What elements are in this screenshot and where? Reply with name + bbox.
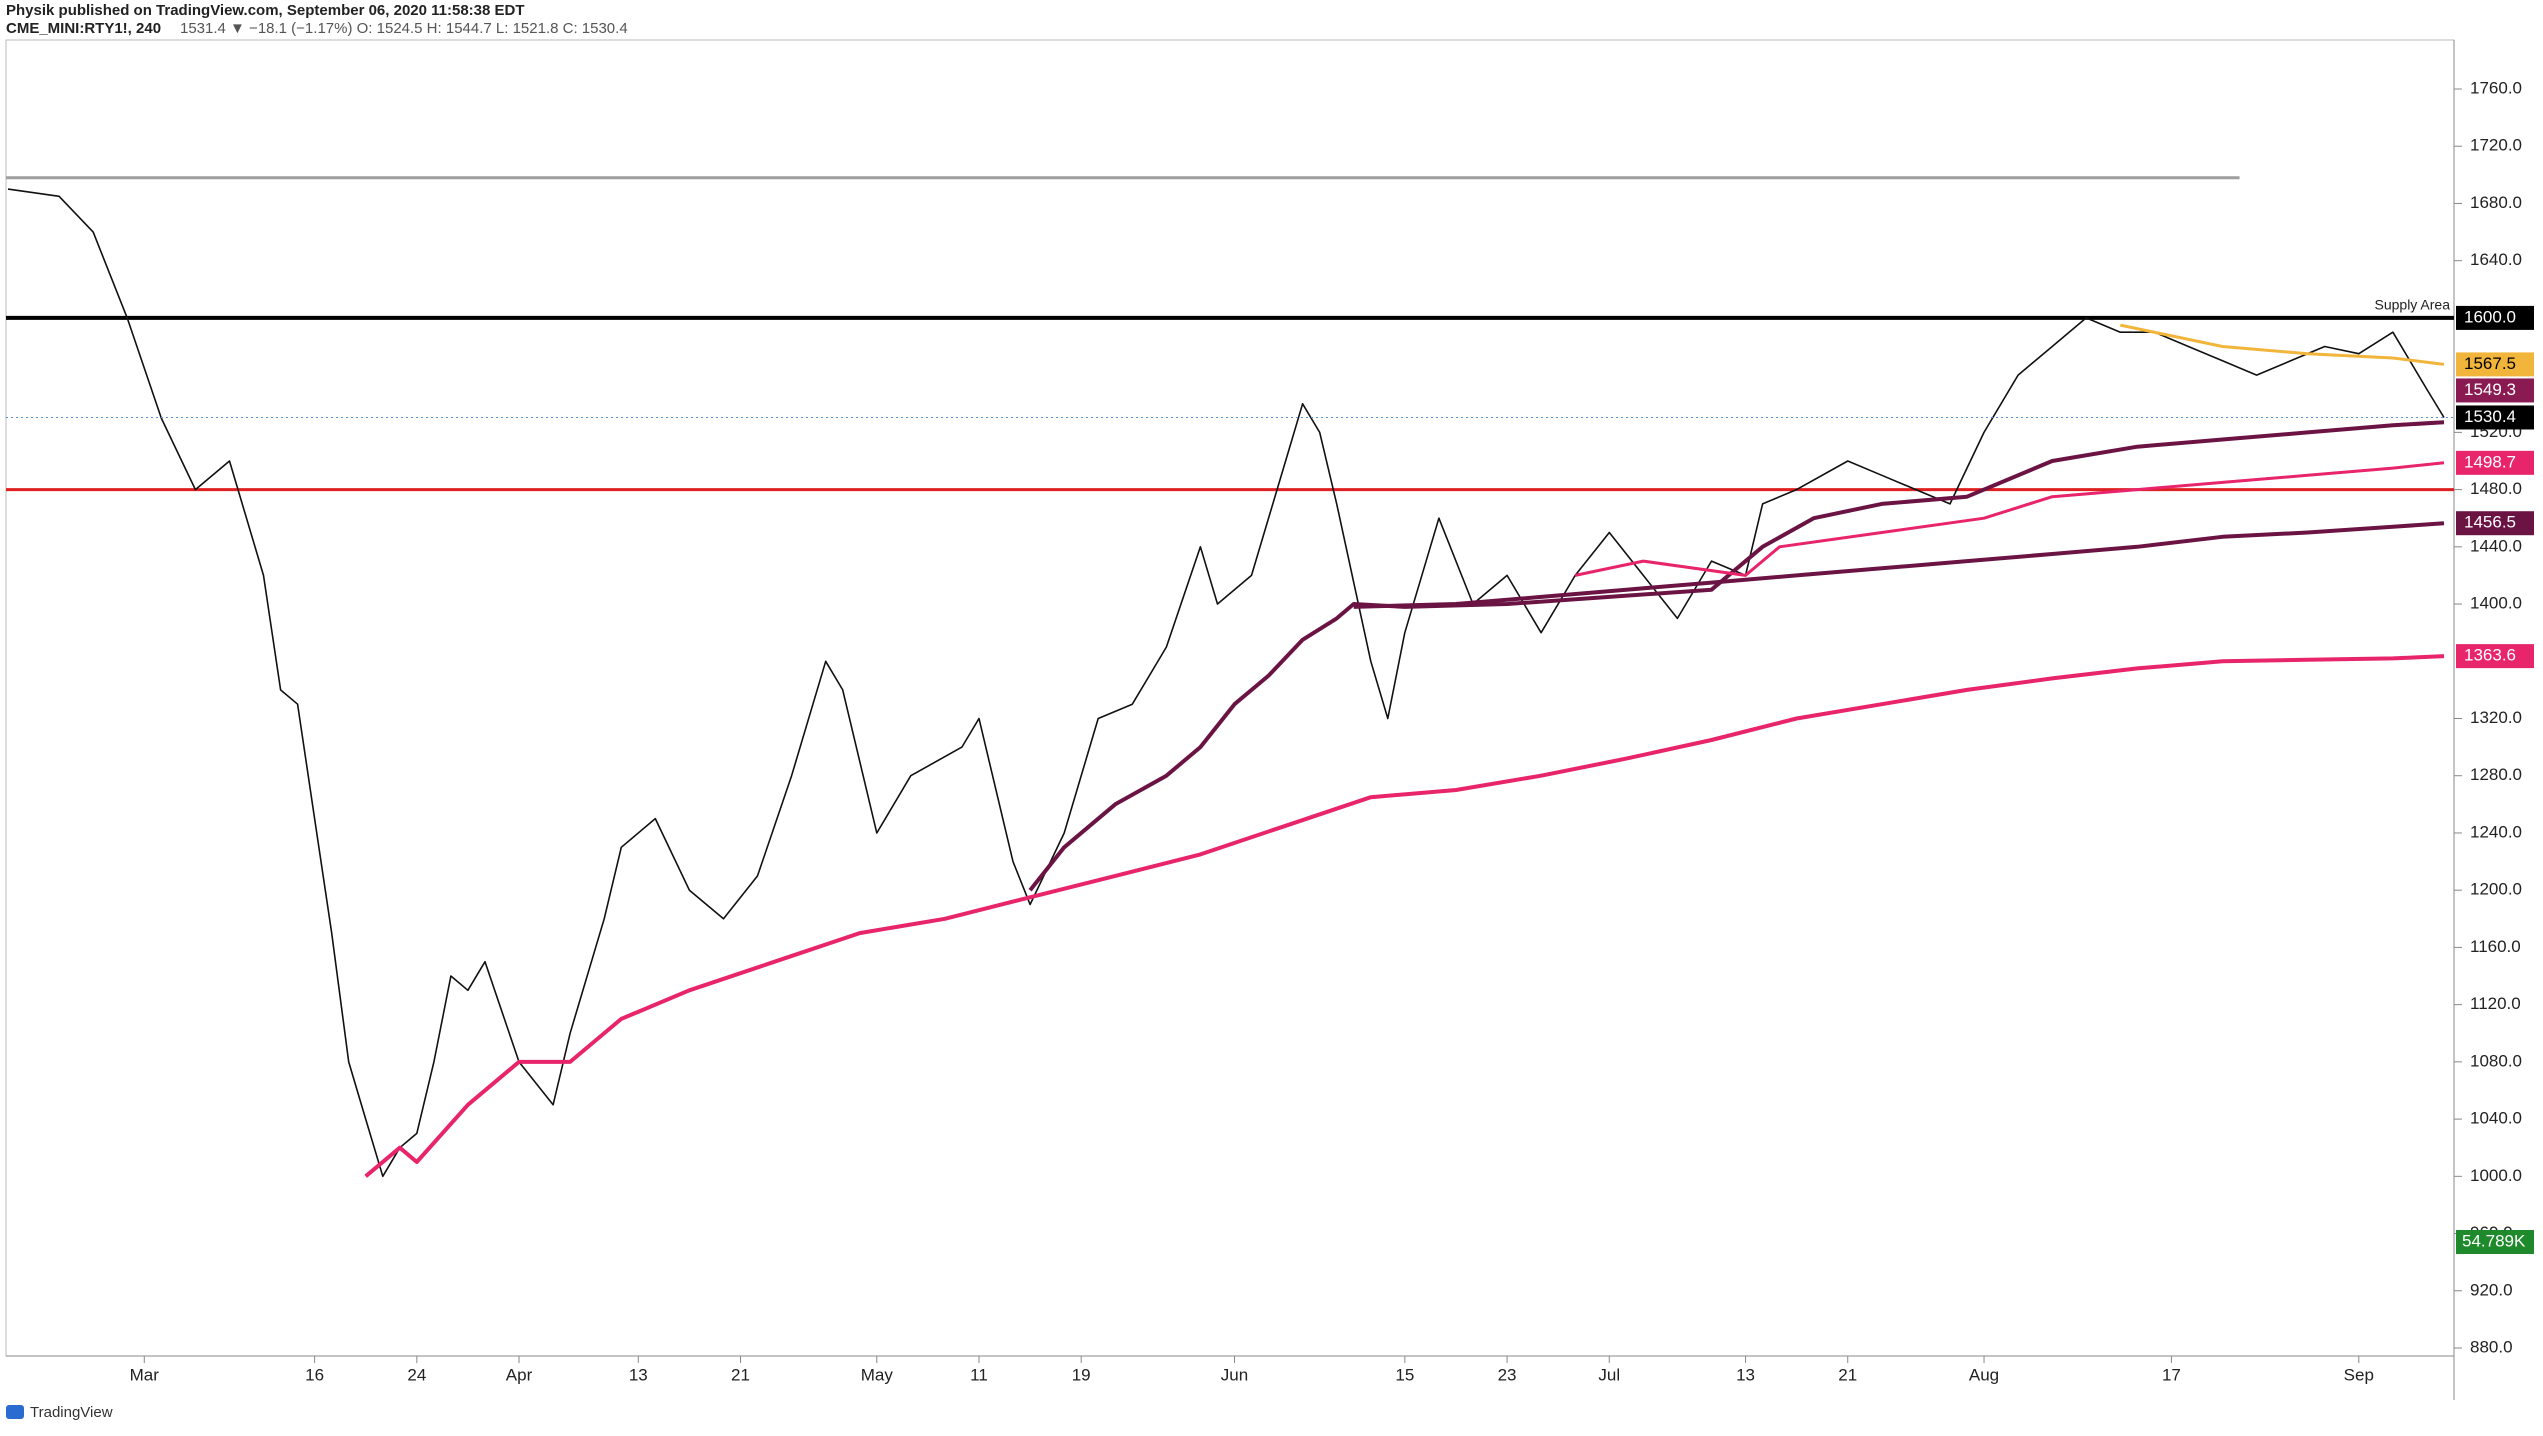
x-tick-label: 13 bbox=[629, 1365, 648, 1384]
price-label-box bbox=[2456, 644, 2534, 669]
publisher: Physik published on TradingView.com, Sep… bbox=[6, 2, 525, 19]
y-tick-label: 1760.0 bbox=[2470, 78, 2522, 97]
y-tick-label: 1320.0 bbox=[2470, 708, 2522, 727]
x-tick-label: Mar bbox=[130, 1365, 160, 1384]
x-tick-label: 21 bbox=[731, 1365, 750, 1384]
y-tick-label: 1000.0 bbox=[2470, 1166, 2522, 1185]
logo bbox=[6, 1405, 24, 1419]
x-tick-label: Apr bbox=[506, 1365, 533, 1384]
x-tick-label: Jun bbox=[1221, 1365, 1248, 1384]
price-label: 1498.7 bbox=[2464, 452, 2516, 471]
y-tick-label: 1720.0 bbox=[2470, 136, 2522, 155]
price-label: 1530.4 bbox=[2464, 407, 2516, 426]
footer: TradingView bbox=[30, 1404, 113, 1421]
x-tick-label: Aug bbox=[1969, 1365, 1999, 1384]
y-tick-label: 1120.0 bbox=[2470, 994, 2521, 1013]
x-tick-label: 15 bbox=[1395, 1365, 1414, 1384]
series-line bbox=[1353, 521, 2445, 609]
volume-label: 54.789K bbox=[2462, 1231, 2526, 1250]
y-tick-label: 1280.0 bbox=[2470, 765, 2522, 784]
y-tick-label: 1080.0 bbox=[2470, 1051, 2522, 1070]
series-line bbox=[1028, 420, 2445, 892]
y-tick-label: 1200.0 bbox=[2470, 880, 2522, 899]
price-label-box bbox=[2456, 352, 2534, 377]
price-label-box bbox=[2456, 305, 2534, 330]
x-tick-label: May bbox=[861, 1365, 894, 1384]
x-tick-label: Sep bbox=[2344, 1365, 2374, 1384]
level-label: Supply Area bbox=[2375, 297, 2451, 313]
y-tick-label: 1680.0 bbox=[2470, 193, 2522, 212]
x-tick-label: Jul bbox=[1598, 1365, 1620, 1384]
price-label: 1456.5 bbox=[2464, 513, 2516, 532]
price-label: 1600.0 bbox=[2464, 307, 2516, 326]
y-tick-label: 1160.0 bbox=[2470, 937, 2521, 956]
y-tick-label: 1640.0 bbox=[2470, 250, 2522, 269]
series-line bbox=[2119, 323, 2445, 366]
price-label: 1549.3 bbox=[2464, 380, 2516, 399]
y-tick-label: 920.0 bbox=[2470, 1280, 2513, 1299]
x-tick-label: 21 bbox=[1838, 1365, 1857, 1384]
x-tick-label: 11 bbox=[970, 1365, 988, 1384]
price-label-box bbox=[2456, 378, 2534, 403]
price-label: 1363.6 bbox=[2464, 646, 2516, 665]
x-tick-label: 16 bbox=[305, 1365, 324, 1384]
y-tick-label: 1240.0 bbox=[2470, 822, 2522, 841]
x-tick-label: 23 bbox=[1498, 1365, 1517, 1384]
symbol: CME_MINI:RTY1!, 240 bbox=[6, 20, 161, 37]
y-tick-label: 1400.0 bbox=[2470, 594, 2522, 613]
price-label: 1567.5 bbox=[2464, 354, 2516, 373]
y-tick-label: 1480.0 bbox=[2470, 479, 2522, 498]
price-label-box bbox=[2456, 511, 2534, 536]
x-tick-label: 24 bbox=[407, 1365, 426, 1384]
series-line bbox=[364, 654, 2445, 1178]
x-tick-label: 13 bbox=[1736, 1365, 1755, 1384]
y-tick-label: 1440.0 bbox=[2470, 536, 2522, 555]
price-label-box bbox=[2456, 405, 2534, 430]
y-tick-label: 1040.0 bbox=[2470, 1109, 2522, 1128]
price-label-box bbox=[2456, 450, 2534, 475]
y-tick-label: 880.0 bbox=[2470, 1337, 2513, 1356]
x-tick-label: 19 bbox=[1072, 1365, 1091, 1384]
volume-label-box bbox=[2456, 1230, 2534, 1254]
x-tick-label: 17 bbox=[2162, 1365, 2181, 1384]
series-line bbox=[1574, 461, 2445, 577]
quote: 1531.4 ▼ −18.1 (−1.17%) O: 1524.5 H: 154… bbox=[180, 20, 628, 37]
